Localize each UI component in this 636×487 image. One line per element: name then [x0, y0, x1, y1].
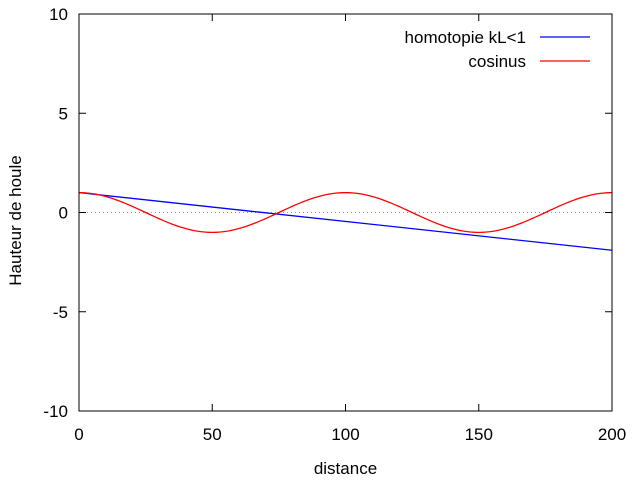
series-line-cosinus — [78, 191, 613, 234]
series-layer — [78, 191, 613, 251]
legend-label: cosinus — [468, 52, 526, 71]
plot-frame — [78, 13, 613, 412]
x-tick-label: 50 — [203, 425, 222, 444]
x-tick-label: 100 — [331, 425, 359, 444]
x-tick-labels: 0 50 100 150 200 — [74, 425, 626, 444]
legend-label: homotopie kL<1 — [405, 28, 526, 47]
y-tick-label: 5 — [59, 104, 68, 123]
x-tick-label: 150 — [465, 425, 493, 444]
y-tick-label: 0 — [59, 204, 68, 223]
x-tick-label: 200 — [598, 425, 626, 444]
y-tick-labels: -10 -5 0 5 10 — [43, 5, 68, 421]
x-tick-label: 0 — [74, 425, 83, 444]
series-line-homotopie — [78, 192, 613, 251]
y-tick-label: 10 — [49, 5, 68, 24]
legend: homotopie kL<1 cosinus — [405, 28, 590, 71]
y-axis-title: Hauteur de houle — [6, 155, 25, 285]
x-axis-title: distance — [314, 459, 377, 478]
y-tick-label: -5 — [53, 303, 68, 322]
y-tick-label: -10 — [43, 402, 68, 421]
